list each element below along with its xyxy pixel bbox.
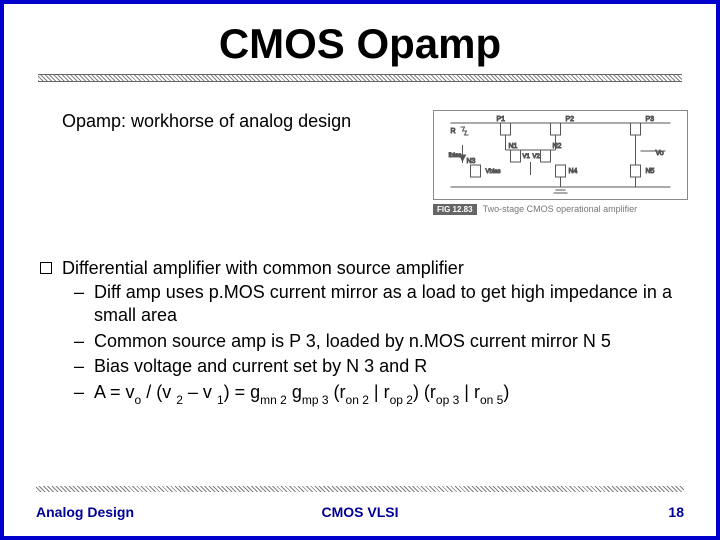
divider-bottom [36, 486, 684, 492]
lbl-n3: N3 [467, 158, 476, 165]
footer-page-number: 18 [668, 504, 684, 520]
footer-center: CMOS VLSI [321, 504, 398, 520]
figure-caption-text: Two-stage CMOS operational amplifier [483, 204, 638, 214]
lbl-vbias: Vbias [486, 169, 501, 175]
lbl-n2: N2 [553, 143, 562, 150]
slide-frame: CMOS Opamp Opamp: workhorse of analog de… [0, 0, 720, 540]
lbl-r: R [451, 128, 456, 135]
circuit-schematic: P1 P2 P3 N1 N2 V1 V2 N4 N5 [433, 110, 688, 200]
dash-icon: – [74, 355, 84, 378]
formula-text: A = vo / (v 2 – v 1) = gmn 2 gmp 3 (ron … [94, 381, 688, 407]
lbl-p3: P3 [646, 116, 655, 123]
lbl-n5: N5 [646, 168, 655, 175]
dash-icon: – [74, 281, 84, 328]
bullet-square-icon [40, 262, 52, 274]
sub-bullet: – Diff amp uses p.MOS current mirror as … [74, 281, 688, 328]
intro-row: Opamp: workhorse of analog design P1 P2 … [32, 110, 688, 240]
lbl-n1: N1 [509, 143, 518, 150]
sub-bullet: – Bias voltage and current set by N 3 an… [74, 355, 688, 378]
lbl-v2: V2 [533, 154, 541, 160]
footer-left: Analog Design [36, 504, 134, 520]
lbl-v1: V1 [523, 154, 531, 160]
intro-text: Opamp: workhorse of analog design [32, 110, 421, 133]
sub-bullet-formula: – A = vo / (v 2 – v 1) = gmn 2 gmp 3 (ro… [74, 381, 688, 407]
sub-text-a: Diff amp uses p.MOS current mirror as a … [94, 281, 688, 328]
lbl-p1: P1 [497, 116, 506, 123]
sub-bullet-list: – Diff amp uses p.MOS current mirror as … [40, 281, 688, 407]
sub-text-b: Common source amp is P 3, loaded by n.MO… [94, 330, 688, 353]
bullet-block: Differential amplifier with common sourc… [32, 258, 688, 407]
lbl-ibias: Ibias [449, 153, 462, 159]
figure-tag: FIG 12.83 [433, 204, 477, 215]
dash-icon: – [74, 381, 84, 407]
sub-text-c: Bias voltage and current set by N 3 and … [94, 355, 688, 378]
lbl-n4: N4 [569, 168, 578, 175]
slide-title: CMOS Opamp [32, 20, 688, 68]
lbl-p2: P2 [566, 116, 575, 123]
divider-top [38, 74, 682, 82]
dash-icon: – [74, 330, 84, 353]
circuit-figure: P1 P2 P3 N1 N2 V1 V2 N4 N5 [433, 110, 688, 240]
sub-bullet: – Common source amp is P 3, loaded by n.… [74, 330, 688, 353]
footer: Analog Design CMOS VLSI 18 [36, 504, 684, 520]
bullet-main-text: Differential amplifier with common sourc… [62, 258, 464, 279]
circuit-caption: FIG 12.83 Two-stage CMOS operational amp… [433, 200, 688, 215]
bullet-main: Differential amplifier with common sourc… [40, 258, 688, 279]
